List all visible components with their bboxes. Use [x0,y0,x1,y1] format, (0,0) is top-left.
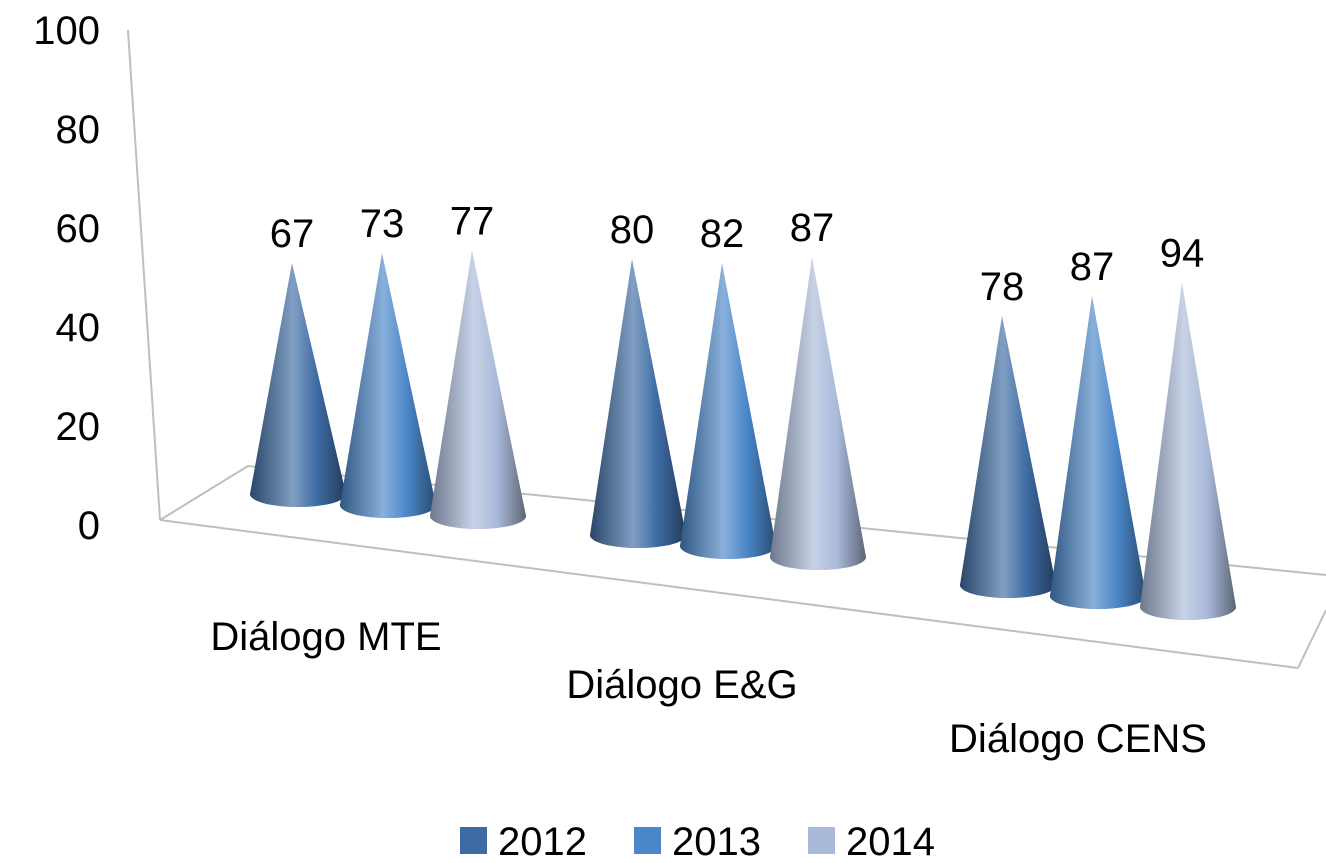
y-tick-label: 100 [33,9,100,53]
y-tick-label: 0 [78,504,100,548]
cone-body [680,263,776,559]
legend-item-2013: 2013 [634,820,761,863]
y-tick-label: 80 [56,108,101,152]
cone-di-logo-mte-2014 [430,250,526,529]
floor-left-edge [159,465,249,521]
floor-right-edge [1297,609,1326,669]
category-label-di-logo-mte: Diálogo MTE [210,615,441,659]
data-label: 94 [1160,232,1205,276]
cone-di-logo-mte-2013 [340,253,436,518]
data-label: 82 [700,212,745,256]
data-label: 80 [610,208,655,252]
data-label: 87 [1070,245,1115,289]
data-label: 67 [270,212,315,256]
category-axis-labels: Diálogo MTE Diálogo E&G Diálogo CENS [210,615,1207,761]
cone-body [960,315,1056,598]
back-wall-left-edge [127,29,161,521]
legend-swatch [808,827,835,854]
legend-item-2014: 2014 [808,820,935,863]
cone-di-logo-cens-2013 [1050,295,1146,609]
category-label-di-logo-e-g: Diálogo E&G [566,663,797,707]
y-tick-label: 60 [56,207,101,251]
legend: 2012 2013 2014 [460,820,935,863]
cone-di-logo-cens-2014 [1140,282,1236,620]
legend-label: 2014 [846,820,935,863]
cone-body [340,253,436,518]
category-label-di-logo-cens: Diálogo CENS [949,717,1207,761]
floor-front-edge [159,519,1299,669]
cone-di-logo-e-g-2013 [680,263,776,559]
legend-label: 2012 [498,820,587,863]
cone-series [250,250,1236,620]
data-label: 78 [980,265,1025,309]
legend-swatch [460,827,487,854]
cone-body [590,259,686,548]
cone-body [430,250,526,529]
cone-di-logo-cens-2012 [960,315,1056,598]
cone-body [1050,295,1146,609]
y-tick-label: 20 [56,405,101,449]
legend-item-2012: 2012 [460,820,587,863]
data-labels: 67 73 77 80 82 87 78 87 94 [270,199,1205,309]
legend-swatch [634,827,661,854]
cone-body [1140,282,1236,620]
data-label: 77 [450,199,495,243]
data-label: 73 [360,202,405,246]
y-axis-ticks: 0 20 40 60 80 100 [33,9,100,548]
cone-di-logo-e-g-2014 [770,256,866,570]
cone-di-logo-e-g-2012 [590,259,686,548]
y-tick-label: 40 [56,306,101,350]
cone-body [770,256,866,570]
data-label: 87 [790,206,835,250]
cone-di-logo-mte-2012 [250,262,346,507]
cone-body [250,262,346,507]
legend-label: 2013 [672,820,761,863]
